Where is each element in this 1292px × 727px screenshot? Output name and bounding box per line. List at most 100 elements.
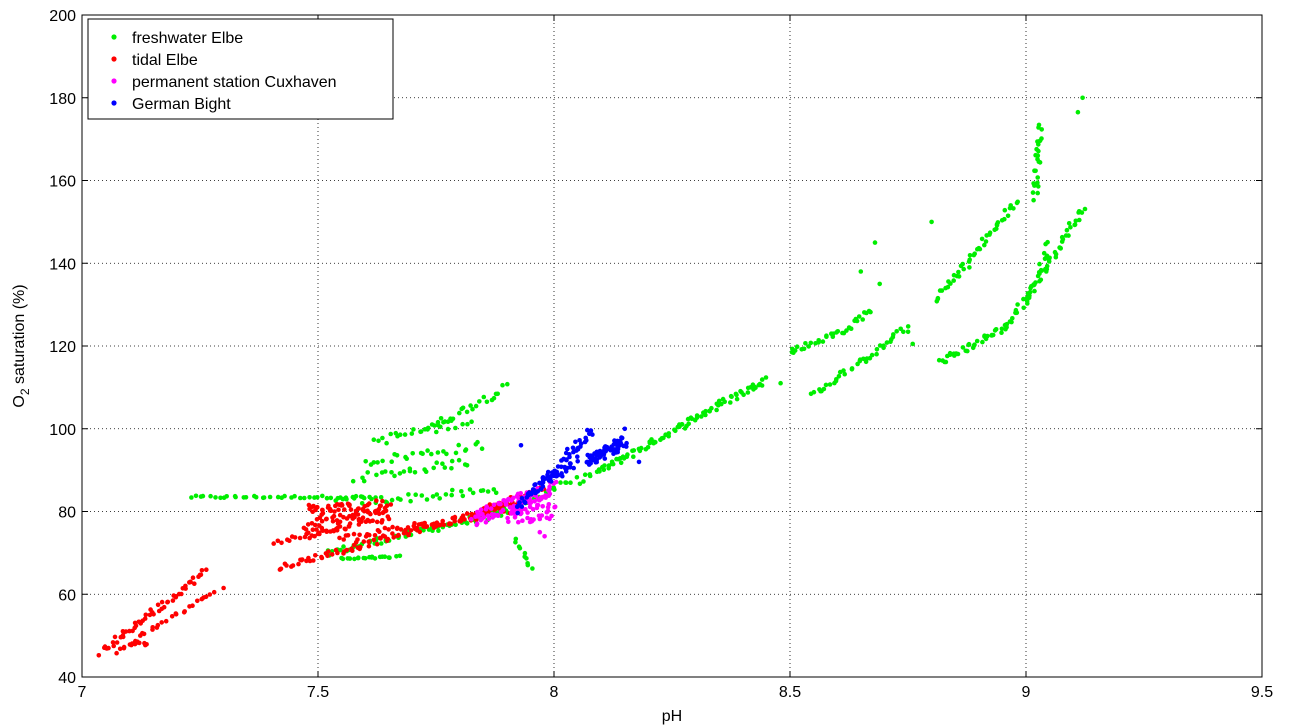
data-point: [1052, 249, 1058, 255]
data-point: [982, 242, 987, 248]
data-point: [1008, 203, 1013, 208]
data-point: [827, 382, 833, 387]
axis-ticks: 7 7.5 8 8.5 9 9.5 40 60 80 100 120 140 160 180 200: [49, 8, 1273, 701]
y-axis-label: O2 saturation (%): [11, 284, 32, 407]
data-point: [1010, 316, 1015, 321]
data-point: [910, 341, 915, 347]
data-point: [297, 535, 303, 541]
data-point: [967, 265, 972, 270]
data-point: [588, 461, 593, 466]
data-point: [673, 428, 678, 434]
y-tick-label: 120: [49, 339, 76, 356]
data-point: [319, 525, 325, 531]
data-point: [833, 378, 839, 384]
data-point: [806, 344, 811, 349]
data-point: [395, 525, 400, 531]
data-point: [1021, 305, 1026, 311]
data-point: [588, 428, 594, 433]
data-point: [275, 538, 281, 544]
data-point: [816, 338, 821, 343]
data-point: [532, 499, 537, 504]
data-point: [803, 341, 808, 346]
data-point: [450, 416, 456, 422]
data-point: [1076, 210, 1081, 215]
data-point: [383, 469, 388, 474]
data-point: [874, 351, 879, 357]
data-point: [980, 339, 985, 345]
data-point: [575, 459, 580, 464]
x-tick-label: 7.5: [307, 684, 329, 701]
data-point: [588, 453, 594, 459]
data-point: [429, 451, 434, 457]
series-german-bight: [514, 426, 642, 516]
data-point: [362, 504, 368, 509]
data-point: [505, 515, 510, 521]
data-point: [714, 407, 719, 413]
data-point: [449, 492, 455, 498]
data-point: [856, 314, 862, 319]
data-point: [590, 432, 595, 437]
data-point: [363, 519, 369, 524]
data-point: [619, 435, 625, 441]
data-point: [532, 488, 537, 493]
data-point: [170, 598, 176, 603]
data-point: [337, 519, 343, 525]
data-point: [535, 502, 541, 508]
data-point: [199, 568, 205, 573]
data-point: [453, 450, 459, 456]
data-point: [367, 532, 372, 538]
data-point: [376, 506, 382, 512]
data-point: [369, 496, 374, 502]
data-point: [192, 581, 197, 586]
data-point: [381, 509, 386, 515]
data-point: [460, 405, 466, 411]
data-point: [840, 330, 845, 336]
data-point: [849, 367, 855, 372]
data-point: [858, 269, 864, 274]
data-point: [413, 492, 419, 498]
data-point: [463, 447, 469, 452]
data-point: [877, 281, 882, 287]
data-point: [397, 553, 403, 559]
data-point: [361, 478, 367, 484]
data-point: [792, 348, 798, 353]
data-point: [385, 536, 391, 542]
data-point: [476, 514, 481, 519]
data-point: [1082, 206, 1088, 212]
data-point: [111, 643, 116, 649]
data-point: [430, 494, 436, 499]
y-tick-label: 200: [49, 8, 76, 25]
data-point: [374, 519, 380, 525]
y-tick-label: 140: [49, 256, 76, 273]
data-point: [203, 594, 209, 600]
data-point: [477, 399, 482, 404]
data-point: [993, 327, 999, 332]
data-point: [866, 308, 872, 314]
data-point: [525, 510, 530, 515]
data-point: [1045, 239, 1050, 245]
data-point: [459, 489, 464, 494]
data-point: [397, 471, 403, 476]
data-point: [360, 515, 366, 520]
data-point: [478, 507, 484, 512]
data-point: [699, 414, 704, 419]
data-point: [474, 522, 480, 528]
data-point: [150, 610, 155, 615]
data-point: [503, 500, 509, 505]
data-point: [528, 500, 534, 506]
data-point: [387, 555, 392, 560]
data-point: [999, 326, 1005, 332]
data-point: [333, 498, 339, 503]
data-point: [522, 550, 528, 556]
data-point: [486, 516, 492, 522]
data-point: [877, 343, 883, 348]
data-point: [356, 555, 361, 560]
data-point: [1031, 197, 1036, 203]
data-point: [298, 495, 303, 501]
data-point: [565, 446, 570, 452]
data-point: [207, 592, 213, 597]
data-point: [624, 444, 629, 449]
data-point: [495, 512, 500, 518]
data-point: [571, 465, 576, 471]
data-point: [1066, 221, 1072, 226]
